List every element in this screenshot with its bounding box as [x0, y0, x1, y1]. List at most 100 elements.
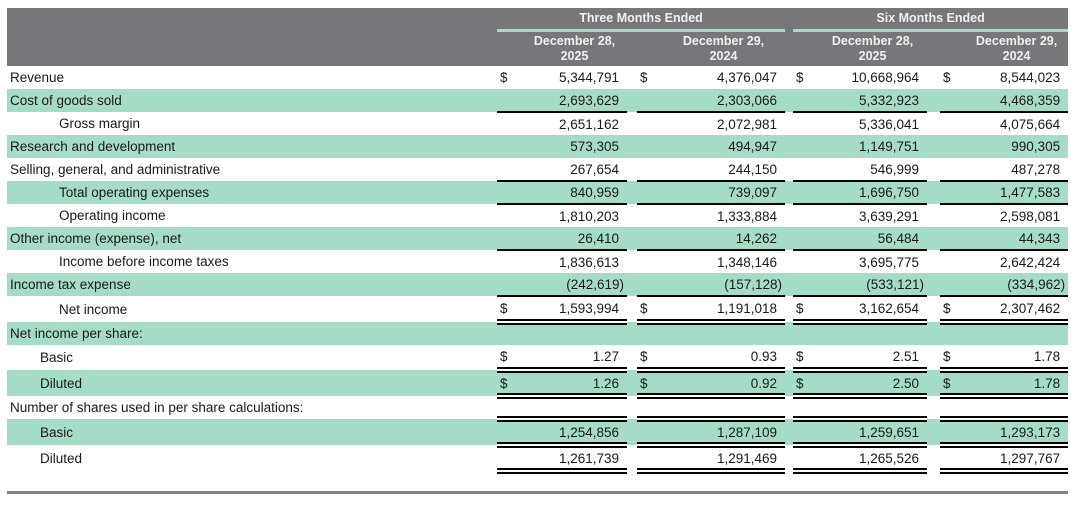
value-cell: 1.27	[521, 345, 627, 373]
dollar-sign	[940, 273, 967, 297]
dollar-sign	[637, 135, 663, 158]
column-gap	[785, 273, 793, 296]
table-row: Total operating expenses 840,959 739,097 1,…	[7, 181, 1069, 205]
dollar-sign	[497, 396, 521, 419]
dollar-sign: $	[637, 345, 663, 373]
row-label: Operating income	[59, 208, 166, 223]
value-cell	[663, 322, 785, 345]
value-cell: 2,307,462	[966, 296, 1069, 325]
value-cell: 1,261,739	[521, 445, 627, 474]
value-cell: 244,150	[663, 158, 786, 182]
dollar-sign	[793, 250, 819, 273]
dollar-sign	[637, 273, 663, 297]
column-gap	[785, 112, 793, 135]
column-gap	[927, 112, 940, 135]
value-cell: 5,344,791	[558, 70, 619, 85]
value-cell	[966, 396, 1068, 419]
column-gap	[627, 181, 637, 204]
header-gap	[785, 8, 794, 30]
row-label: Diluted	[40, 375, 83, 391]
col-header-date-4: December 29, 2024	[940, 30, 1069, 66]
value-cell	[819, 396, 927, 419]
date-line: 2025	[560, 48, 589, 63]
dollar-sign	[637, 158, 663, 182]
table-row: Selling, general, and administrative 267,…	[7, 158, 1069, 182]
table-row: Research and development 573,305 494,947 1,…	[7, 135, 1069, 158]
column-gap	[627, 396, 637, 419]
value-cell: 1,836,613	[558, 254, 619, 270]
row-label: Income tax expense	[10, 277, 131, 292]
dollar-sign	[793, 181, 820, 205]
table-row: Basic $1.27 $0.93 $2.51 $1.78	[7, 345, 1069, 373]
table-row: Income tax expense (242,619) (157,128) (533…	[7, 273, 1069, 297]
value-cell: 990,305	[1011, 139, 1061, 154]
dollar-sign	[497, 158, 521, 182]
table-row: Diluted 1,261,739 1,291,469 1,265,526 1,297,…	[7, 445, 1069, 474]
value-cell	[521, 322, 627, 345]
value-cell: 1,477,583	[966, 181, 1069, 205]
column-gap	[785, 135, 793, 158]
dollar-sign	[497, 322, 521, 345]
value-cell: 44,343	[966, 227, 1069, 251]
column-gap	[785, 158, 793, 181]
value-cell: 840,959	[521, 181, 627, 205]
dollar-sign	[497, 416, 521, 448]
col-group-three-months: Three Months Ended	[497, 8, 786, 32]
dollar-sign	[497, 181, 521, 205]
value-cell: 573,305	[570, 139, 619, 154]
dollar-sign	[793, 227, 820, 251]
dollar-sign: $	[637, 296, 663, 325]
dollar-sign	[793, 204, 819, 227]
dollar-sign	[637, 204, 663, 227]
dollar-sign	[793, 135, 819, 158]
value-cell: 26,410	[521, 227, 627, 251]
column-gap	[927, 396, 940, 419]
dollar-sign	[940, 396, 966, 419]
col-group-six-months: Six Months Ended	[793, 8, 1069, 32]
dollar-sign	[637, 112, 663, 135]
table-row: Net income $1,593,994 $1,191,018 $3,162,654…	[7, 296, 1069, 325]
value-cell: 1,191,018	[663, 296, 786, 325]
table-row: Net income per share:	[7, 322, 1069, 345]
column-gap	[785, 250, 793, 273]
col-header-date-2: December 29, 2024	[637, 30, 786, 66]
dollar-sign: $	[943, 70, 951, 85]
dollar-sign	[793, 273, 820, 297]
dollar-sign	[497, 273, 521, 297]
value-cell: 3,639,291	[858, 208, 920, 224]
dollar-sign	[793, 89, 820, 113]
column-gap	[627, 273, 637, 296]
column-gap	[785, 396, 793, 419]
dollar-sign	[940, 322, 966, 345]
dollar-sign: $	[640, 70, 648, 85]
row-label: Income before income taxes	[59, 254, 229, 269]
dollar-sign	[940, 250, 966, 273]
value-cell: 1.78	[966, 345, 1069, 373]
value-cell: (157,128)	[663, 273, 786, 297]
value-cell: 0.92	[663, 370, 786, 399]
table-row: Other income (expense), net 26,410 14,262 5…	[7, 227, 1069, 251]
date-header-row: December 28, 2025 December 29, 2024 Dece…	[7, 30, 1069, 66]
column-gap	[927, 273, 940, 296]
table-row: Gross margin 2,651,162 2,072,981 5,336,041 4…	[7, 112, 1068, 135]
table-row: Diluted $1.26 $0.92 $2.50 $1.78	[7, 370, 1069, 399]
header-gap	[785, 30, 794, 66]
row-label: Number of shares used in per share calcu…	[10, 400, 304, 415]
column-gap	[927, 66, 940, 89]
column-gap	[627, 158, 637, 181]
dollar-sign	[940, 204, 966, 227]
dollar-sign	[793, 112, 819, 135]
row-label: Net income	[59, 301, 128, 317]
header-corner	[7, 30, 497, 66]
dollar-sign	[793, 322, 819, 345]
dollar-sign	[637, 250, 663, 273]
value-cell: 3,695,775	[858, 254, 920, 270]
header-corner	[7, 8, 497, 30]
value-cell	[663, 396, 785, 419]
dollar-sign	[637, 396, 663, 419]
column-gap	[927, 322, 940, 345]
value-cell: 2,303,066	[663, 89, 786, 113]
column-gap	[785, 181, 793, 204]
table-row: Revenue $5,344,791 $4,376,047 $10,668,964 $8…	[7, 66, 1068, 89]
value-cell	[521, 396, 627, 419]
